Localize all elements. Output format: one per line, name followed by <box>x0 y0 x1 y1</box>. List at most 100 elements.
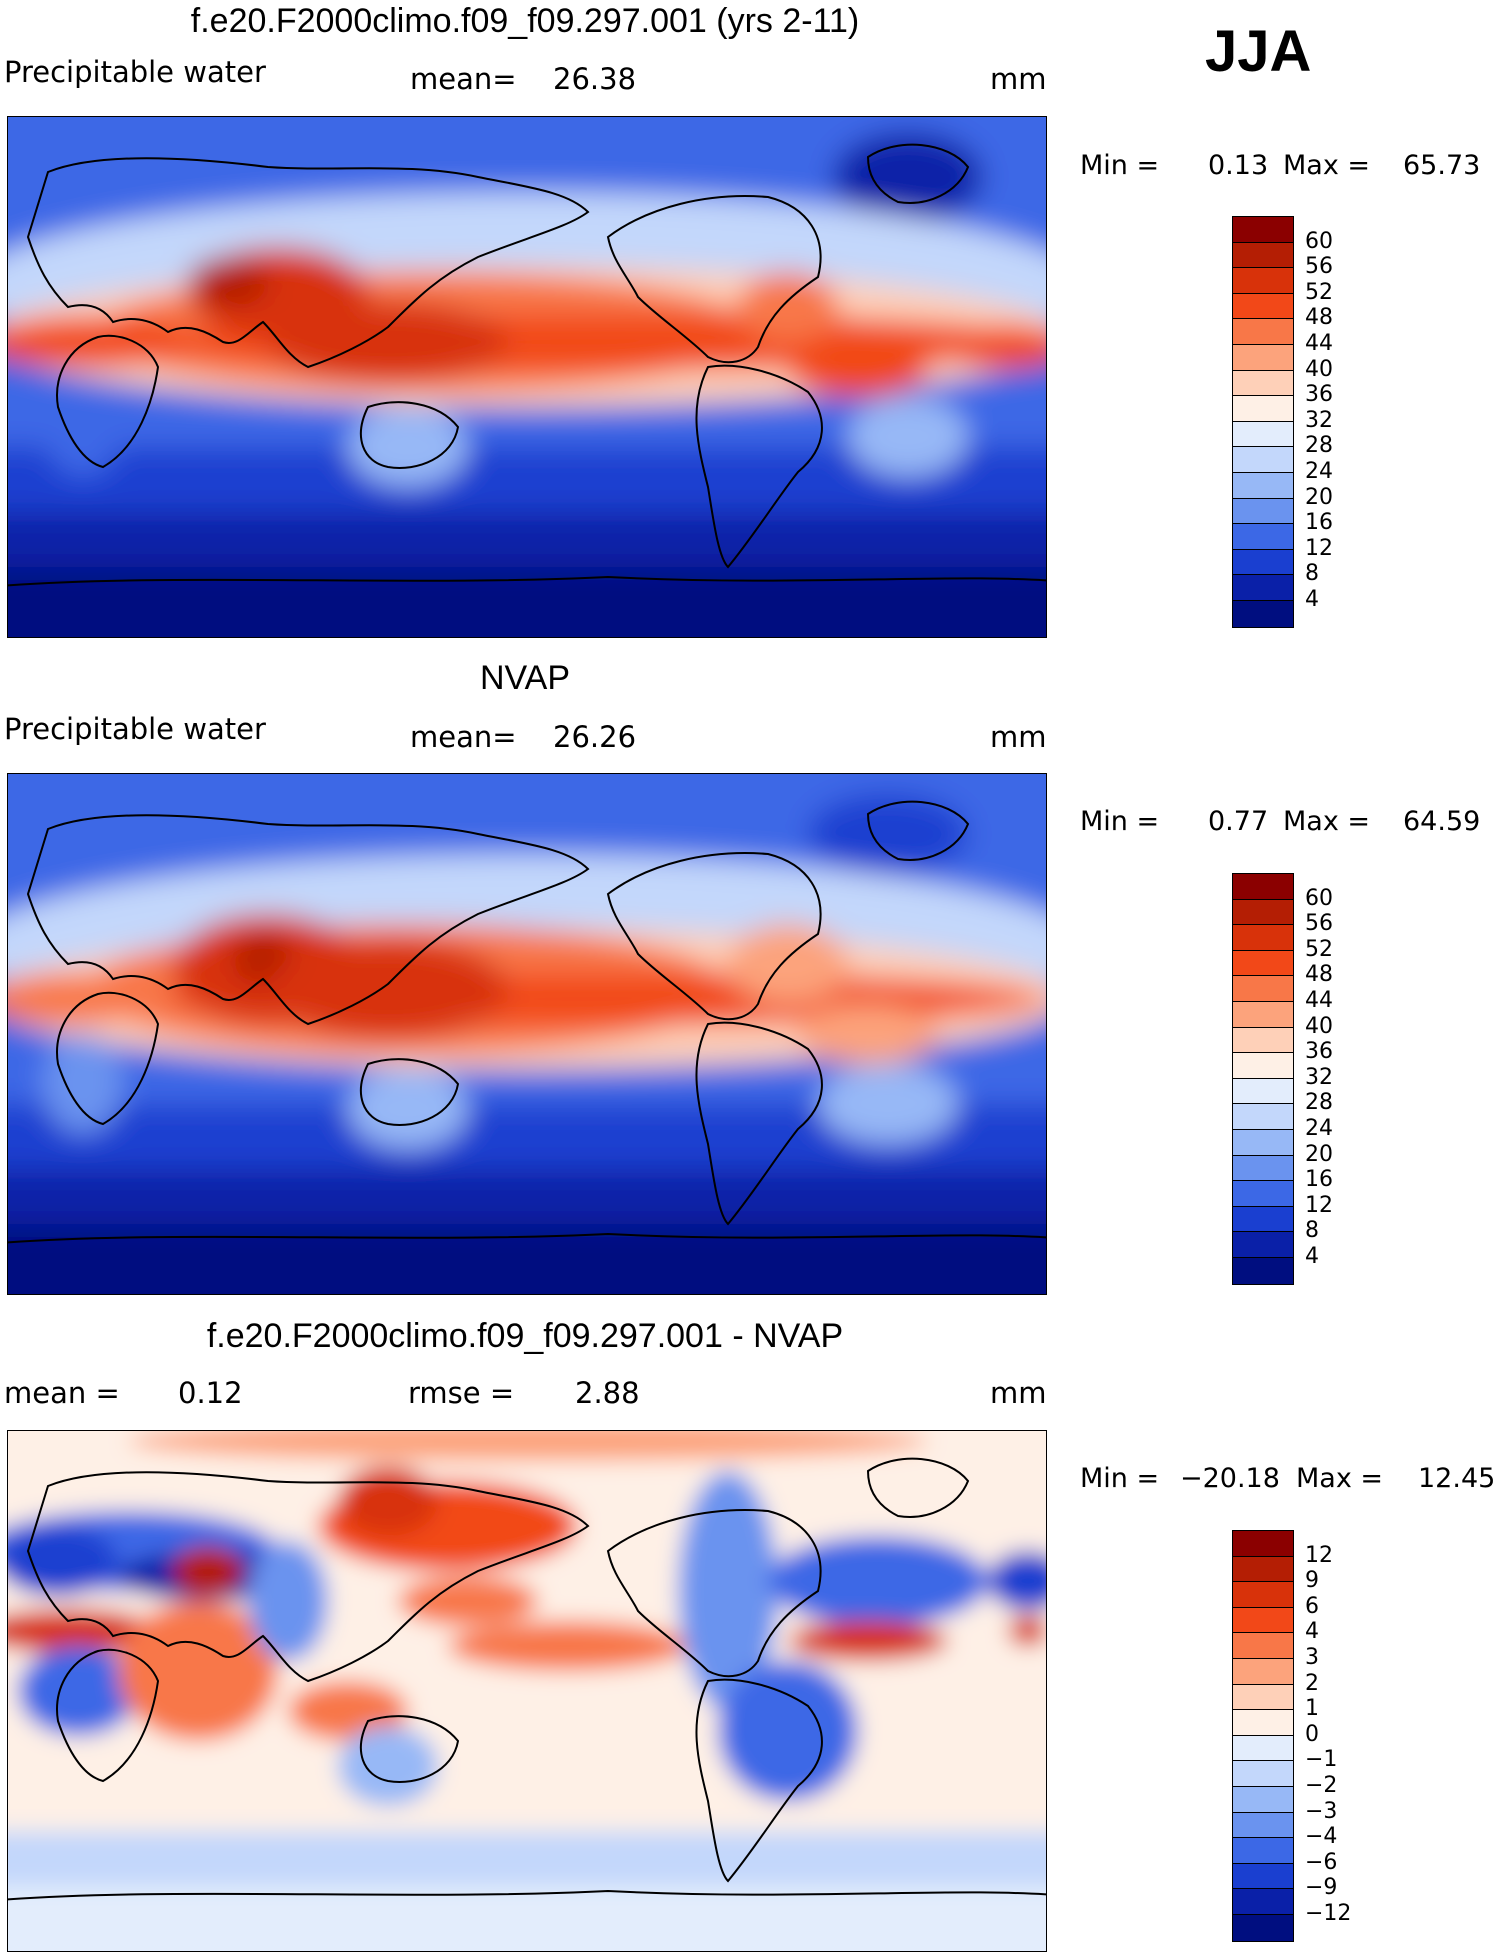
colorbar-swatch <box>1233 319 1293 345</box>
panel3-rmse-label: rmse = <box>408 1376 515 1410</box>
colorbar-tick-label: 4 <box>1305 587 1319 612</box>
colorbar-swatch <box>1233 1155 1293 1182</box>
colorbar-tick-label: 40 <box>1305 356 1333 382</box>
panel1-min-label: Min = <box>1080 150 1160 181</box>
colorbar-tick-label: 32 <box>1305 1064 1333 1090</box>
colorbar-swatch <box>1233 421 1293 448</box>
colorbar-swatch <box>1233 1710 1293 1736</box>
colorbar-tick-label: 12 <box>1305 1542 1333 1568</box>
colorbar-tick-label: 48 <box>1305 962 1333 988</box>
panel3-units: mm <box>990 1376 1047 1410</box>
panel3-mean-label: mean = <box>4 1376 120 1410</box>
colorbar-swatch <box>1233 293 1293 320</box>
colorbar-swatch <box>1233 1206 1293 1233</box>
panel3-field <box>8 1431 1046 1951</box>
panel3-max-label: Max = <box>1296 1463 1384 1494</box>
colorbar-tick-label: 16 <box>1305 510 1333 536</box>
panel2-field <box>8 774 1046 1294</box>
colorbar-tick-label: 6 <box>1305 1593 1319 1619</box>
colorbar-swatch <box>1233 498 1293 525</box>
colorbar-swatch <box>1233 1257 1293 1284</box>
colorbar-tick-label: 52 <box>1305 936 1333 962</box>
panel3-title: f.e20.F2000climo.f09_f09.297.001 - NVAP <box>206 1317 844 1355</box>
panel1-coastlines <box>8 143 1046 587</box>
colorbar-tick-label: 4 <box>1305 1619 1319 1645</box>
colorbar-swatch <box>1233 1181 1293 1207</box>
colorbar-tick-label: 12 <box>1305 1192 1333 1218</box>
panel1-max-label: Max = <box>1283 150 1371 181</box>
colorbar-tick-label: 44 <box>1305 988 1333 1013</box>
panel2-min-value: 0.77 <box>1208 806 1269 837</box>
panel3-mean-value: 0.12 <box>178 1376 243 1410</box>
panel2-mean-value: 26.26 <box>553 720 637 754</box>
colorbar-swatch <box>1233 874 1293 900</box>
panel2-map <box>7 773 1047 1295</box>
colorbar-swatch <box>1233 549 1293 576</box>
colorbar-tick-label: 20 <box>1305 1141 1333 1167</box>
panel1-map <box>7 116 1047 638</box>
panel1-field-label: Precipitable water <box>4 55 266 89</box>
colorbar-tick-label: 52 <box>1305 279 1333 305</box>
colorbar-tick-label: 2 <box>1305 1670 1319 1696</box>
panel1-mean-value: 26.38 <box>553 62 637 96</box>
colorbar-swatch <box>1233 1633 1293 1659</box>
colorbar-swatch <box>1233 1658 1293 1685</box>
panel2-max-value: 64.59 <box>1403 806 1481 837</box>
colorbar-swatch <box>1233 899 1293 926</box>
colorbar-swatch <box>1233 1104 1293 1130</box>
colorbar-tick-label: −12 <box>1305 1901 1352 1926</box>
colorbar-tick-label: 36 <box>1305 1039 1333 1065</box>
colorbar-tick-label: −9 <box>1305 1875 1338 1901</box>
panel3-max-value: 12.45 <box>1418 1463 1496 1494</box>
colorbar-swatch <box>1233 1078 1293 1105</box>
colorbar-swatch <box>1233 344 1293 371</box>
colorbar-swatch <box>1233 1684 1293 1711</box>
colorbar-swatch <box>1233 1001 1293 1028</box>
colorbar-tick-label: −1 <box>1305 1747 1338 1773</box>
colorbar-tick-label: 24 <box>1305 459 1333 484</box>
panel3-rmse-value: 2.88 <box>575 1376 640 1410</box>
colorbar-tick-label: −6 <box>1305 1849 1338 1875</box>
colorbar-tick-label: 4 <box>1305 1244 1319 1269</box>
panel3-coastlines <box>8 1457 1046 1901</box>
colorbar-swatch <box>1233 1761 1293 1787</box>
colorbar-tick-label: 16 <box>1305 1167 1333 1193</box>
panel2-mean-label: mean= <box>410 720 517 754</box>
panel1-max-value: 65.73 <box>1403 150 1481 181</box>
colorbar-swatch <box>1233 1556 1293 1583</box>
colorbar-swatch <box>1233 1053 1293 1079</box>
colorbar-swatch <box>1233 1889 1293 1915</box>
panel1-min-value: 0.13 <box>1208 150 1269 181</box>
colorbar-tick-label: 1 <box>1305 1696 1319 1722</box>
colorbar-swatch <box>1233 268 1293 294</box>
colorbar-swatch <box>1233 1232 1293 1258</box>
colorbar-tick-label: 36 <box>1305 382 1333 408</box>
colorbar-tick-label: 40 <box>1305 1013 1333 1039</box>
panel2-min-label: Min = <box>1080 806 1160 837</box>
panel2-colorbar <box>1232 873 1294 1285</box>
panel1-title: f.e20.F2000climo.f09_f09.297.001 (yrs 2-… <box>190 2 860 40</box>
panel1-colorbar <box>1232 216 1294 628</box>
colorbar-swatch <box>1233 925 1293 951</box>
panel3-colorbar <box>1232 1530 1294 1942</box>
colorbar-tick-label: 12 <box>1305 535 1333 561</box>
colorbar-swatch <box>1233 1812 1293 1839</box>
panel2-max-label: Max = <box>1283 806 1371 837</box>
panel3-min-value: −20.18 <box>1180 1463 1280 1494</box>
colorbar-swatch <box>1233 1531 1293 1557</box>
colorbar-swatch <box>1233 1735 1293 1762</box>
colorbar-swatch <box>1233 472 1293 499</box>
colorbar-swatch <box>1233 1786 1293 1813</box>
colorbar-swatch <box>1233 396 1293 422</box>
colorbar-tick-label: 56 <box>1305 254 1333 280</box>
colorbar-tick-label: 56 <box>1305 911 1333 937</box>
colorbar-tick-label: 9 <box>1305 1568 1319 1594</box>
colorbar-swatch <box>1233 1129 1293 1156</box>
colorbar-swatch <box>1233 1582 1293 1608</box>
colorbar-swatch <box>1233 524 1293 550</box>
panel1-mean-label: mean= <box>410 62 517 96</box>
colorbar-tick-label: 20 <box>1305 484 1333 510</box>
colorbar-tick-label: 8 <box>1305 1218 1319 1244</box>
panel2-field-label: Precipitable water <box>4 712 266 746</box>
colorbar-swatch <box>1233 447 1293 473</box>
